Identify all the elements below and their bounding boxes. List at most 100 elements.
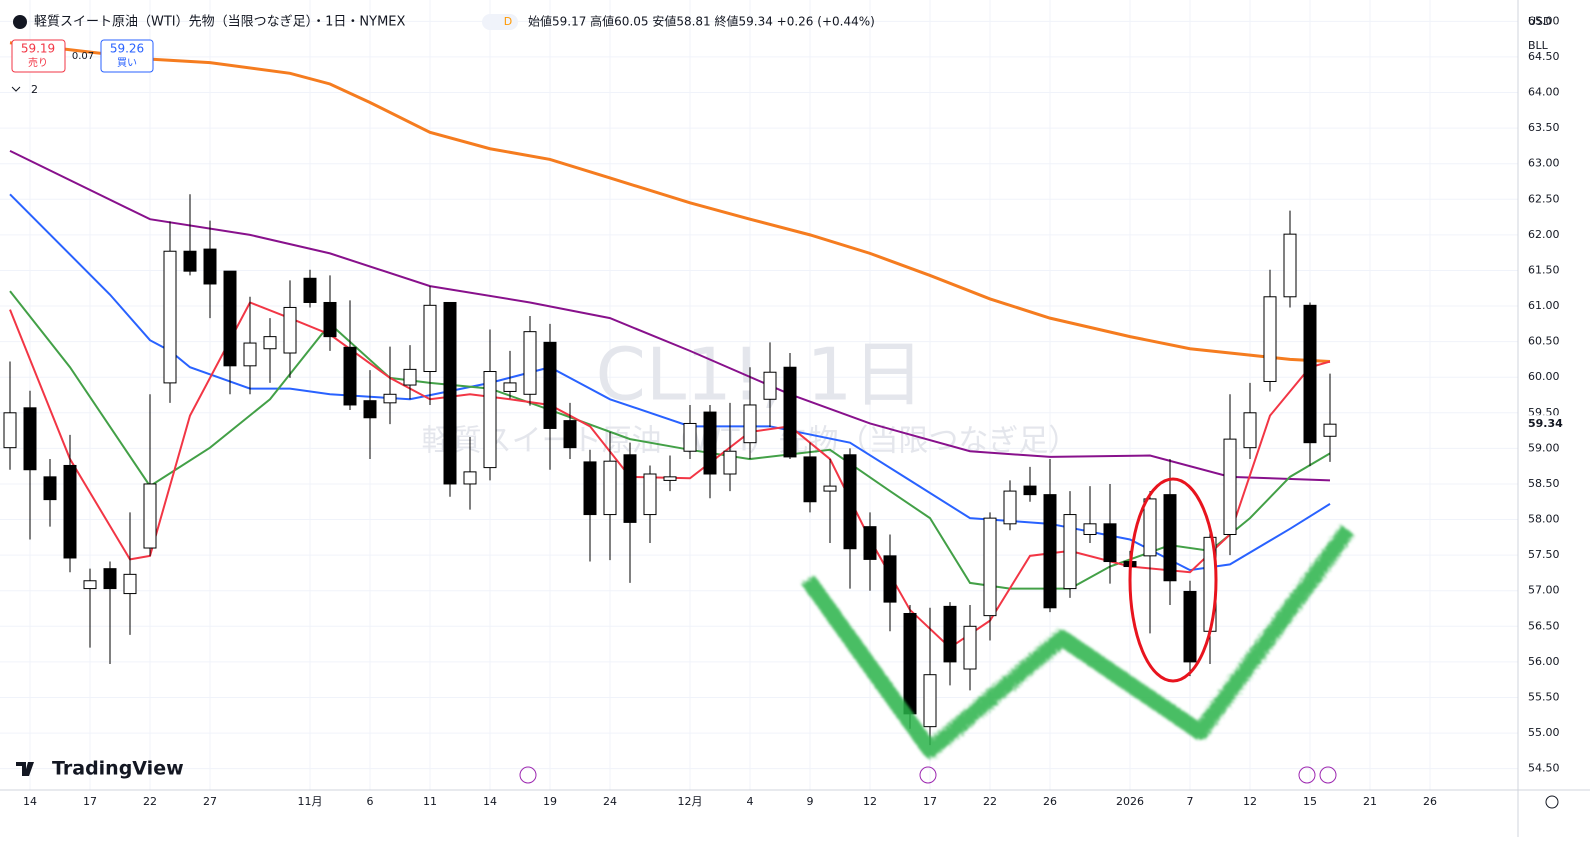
y-tick-label: 62.00 bbox=[1528, 228, 1560, 241]
x-tick-label: 27 bbox=[203, 795, 217, 808]
y-tick-label: 60.50 bbox=[1528, 335, 1560, 348]
candle-body bbox=[323, 301, 337, 338]
candle-body bbox=[963, 625, 977, 670]
x-tick-label: 15 bbox=[1303, 795, 1317, 808]
y-tick-label: 58.00 bbox=[1528, 513, 1560, 526]
x-tick-label: 11 bbox=[423, 795, 437, 808]
x-tick-label: 9 bbox=[807, 795, 814, 808]
y-tick-label: 64.00 bbox=[1528, 86, 1560, 99]
x-tick-label: 22 bbox=[143, 795, 157, 808]
unit[interactable]: BLL bbox=[1528, 39, 1549, 52]
candle-body bbox=[483, 371, 497, 469]
collapse-icon[interactable] bbox=[11, 86, 21, 92]
candle-body bbox=[1303, 304, 1317, 444]
x-tick-label: 6 bbox=[367, 795, 374, 808]
symbol-title[interactable]: 軽質スイート原油（WTI）先物（当限つなぎ足）・1日・NYMEX bbox=[34, 15, 405, 30]
y-tick-label: 57.00 bbox=[1528, 584, 1560, 597]
candle-body bbox=[623, 454, 637, 523]
candle-body bbox=[923, 674, 937, 728]
candle-body bbox=[1183, 590, 1197, 663]
buy-button[interactable] bbox=[100, 39, 154, 73]
y-tick-label: 64.50 bbox=[1528, 50, 1560, 63]
y-tick-label: 54.50 bbox=[1528, 762, 1560, 775]
x-tick-label: 26 bbox=[1423, 795, 1437, 808]
moving-average bbox=[9, 149, 1331, 482]
event-icon[interactable] bbox=[519, 766, 537, 784]
sell-price: 59.19 bbox=[21, 42, 55, 56]
symbol-icon bbox=[13, 15, 27, 29]
candle-body bbox=[1103, 523, 1117, 563]
y-tick-label: 63.00 bbox=[1528, 157, 1560, 170]
watermark-title: CL1!, 1日 bbox=[596, 333, 925, 417]
candle-body bbox=[1283, 233, 1297, 298]
candle-body bbox=[303, 277, 317, 303]
candle-body bbox=[543, 341, 557, 429]
candle-body bbox=[283, 306, 297, 354]
candle-body bbox=[403, 368, 417, 386]
candle-body bbox=[1043, 494, 1057, 609]
candle-body bbox=[183, 250, 197, 272]
candle-body bbox=[803, 456, 817, 503]
candle-body bbox=[343, 346, 357, 406]
event-icon[interactable] bbox=[1319, 766, 1337, 784]
indicator-count[interactable]: 2 bbox=[31, 83, 38, 96]
candle-body bbox=[783, 366, 797, 458]
logo-icon bbox=[16, 762, 34, 776]
candle-body bbox=[1143, 498, 1157, 557]
candle-body bbox=[503, 382, 517, 392]
candle-body bbox=[743, 404, 757, 444]
candle-body bbox=[203, 248, 217, 285]
candle-body bbox=[943, 605, 957, 663]
w-pattern-annotation bbox=[801, 525, 1355, 758]
x-tick-label: 12 bbox=[863, 795, 877, 808]
last-price: 59.34 bbox=[1528, 417, 1563, 430]
x-tick-label: 7 bbox=[1187, 795, 1194, 808]
candle-body bbox=[1023, 485, 1037, 496]
sell-button[interactable] bbox=[11, 39, 66, 73]
y-tick-label: 57.50 bbox=[1528, 548, 1560, 561]
x-tick-label: 12 bbox=[1243, 795, 1257, 808]
buy-label: 買い bbox=[117, 57, 137, 69]
spread: 0.07 bbox=[72, 51, 94, 62]
x-tick-label: 26 bbox=[1043, 795, 1057, 808]
x-tick-label: 4 bbox=[747, 795, 754, 808]
candle-body bbox=[363, 400, 377, 419]
candle-body bbox=[263, 336, 277, 350]
axes: 54.50 55.00 55.50 56.00 56.50 57.00 57.50 58.00… bbox=[23, 14, 1565, 808]
ohlc-readout: 始値59.17 高値60.05 安値58.81 終値59.34 +0.26 (+… bbox=[528, 14, 875, 29]
candle-body bbox=[843, 454, 857, 550]
y-tick-label: 61.50 bbox=[1528, 263, 1560, 276]
candle-body bbox=[23, 407, 37, 471]
candle-body bbox=[1243, 412, 1257, 449]
candle-body bbox=[563, 420, 577, 449]
candle-body bbox=[243, 342, 257, 367]
y-tick-label: 56.50 bbox=[1528, 619, 1560, 632]
candle-body bbox=[603, 460, 617, 516]
logo: TradingView bbox=[52, 758, 184, 780]
candle-body bbox=[863, 526, 877, 560]
candle-body bbox=[723, 450, 737, 475]
candle-body bbox=[823, 485, 837, 492]
event-icon[interactable] bbox=[919, 766, 937, 784]
x-tick-label: 22 bbox=[983, 795, 997, 808]
candle-body bbox=[683, 422, 697, 452]
currency[interactable]: USD bbox=[1528, 15, 1552, 28]
event-icon[interactable] bbox=[1298, 766, 1316, 784]
badge: D bbox=[504, 15, 512, 28]
buy-price: 59.26 bbox=[110, 42, 144, 56]
candle-body bbox=[1323, 423, 1337, 437]
settings-icon[interactable] bbox=[1545, 795, 1559, 809]
candle-body bbox=[163, 250, 177, 384]
y-tick-label: 61.00 bbox=[1528, 299, 1560, 312]
x-tick-label: 17 bbox=[83, 795, 97, 808]
candle-body bbox=[583, 461, 597, 516]
x-tick-label: 11月 bbox=[298, 795, 323, 808]
x-tick-label: 17 bbox=[923, 795, 937, 808]
candle-body bbox=[523, 331, 537, 395]
candle-body bbox=[83, 580, 97, 590]
candle-body bbox=[903, 612, 917, 715]
candle-body bbox=[423, 304, 437, 373]
candle-body bbox=[1063, 514, 1077, 590]
y-tick-label: 58.50 bbox=[1528, 477, 1560, 490]
